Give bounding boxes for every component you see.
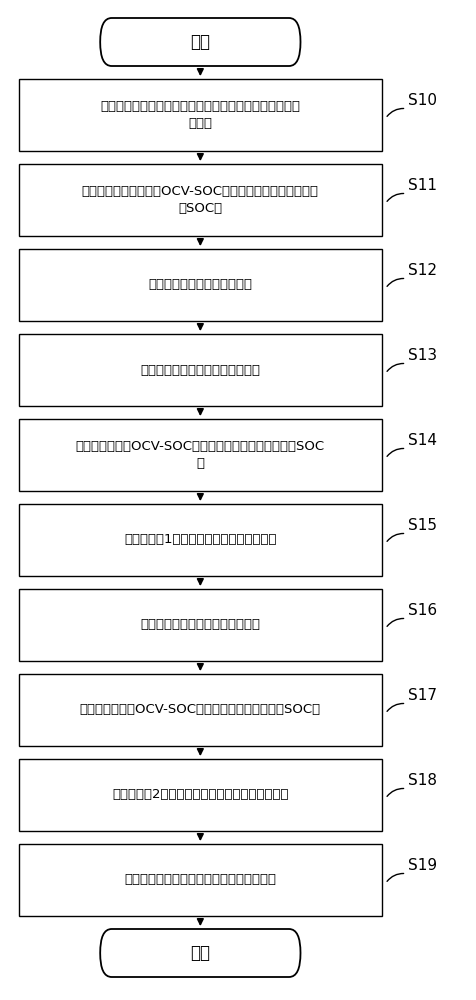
Text: 根据开路电压和预设的OCV-SOC曲线确定每个单体电池的第
一SOC值: 根据开路电压和预设的OCV-SOC曲线确定每个单体电池的第 一SOC值 [82,185,318,215]
Text: S13: S13 [407,348,436,363]
FancyBboxPatch shape [19,334,381,406]
Text: 根据开路电压和OCV-SOC曲线确定每个单体电池的第二SOC
值: 根据开路电压和OCV-SOC曲线确定每个单体电池的第二SOC 值 [76,440,324,470]
Text: 开始: 开始 [190,33,210,51]
FancyBboxPatch shape [19,844,381,916]
FancyBboxPatch shape [19,419,381,491]
FancyBboxPatch shape [19,79,381,151]
Text: 获取每个单体电池当前的开路电压: 获取每个单体电池当前的开路电压 [140,618,260,632]
FancyBboxPatch shape [19,674,381,746]
Text: S11: S11 [407,178,436,193]
FancyBboxPatch shape [100,929,300,977]
Text: S18: S18 [407,773,436,788]
Text: S17: S17 [407,688,436,703]
Text: 根据当前可用容量执行补电式主动均衡操作: 根据当前可用容量执行补电式主动均衡操作 [124,873,276,886]
Text: 每隔一个预定的时间周期获取电池组的每个单体电池的开
路电压: 每隔一个预定的时间周期获取电池组的每个单体电池的开 路电压 [100,100,300,130]
FancyBboxPatch shape [19,504,381,576]
Text: S16: S16 [407,603,436,618]
FancyBboxPatch shape [19,589,381,661]
Text: 获取每个单体电池此时的开路电压: 获取每个单体电池此时的开路电压 [140,363,260,376]
Text: 根据公式（1）计算每个单体电池的总容量: 根据公式（1）计算每个单体电池的总容量 [124,533,276,546]
FancyBboxPatch shape [19,759,381,831]
Text: 结束: 结束 [190,944,210,962]
Text: S10: S10 [407,93,436,108]
Text: S19: S19 [407,858,436,873]
Text: S14: S14 [407,433,436,448]
Text: 向每个单体电池充入预设电量: 向每个单体电池充入预设电量 [148,278,252,292]
FancyBboxPatch shape [19,164,381,236]
Text: 根据开路电压和OCV-SOC曲线确定单体电池的当前SOC值: 根据开路电压和OCV-SOC曲线确定单体电池的当前SOC值 [79,703,320,716]
Text: S15: S15 [407,518,436,533]
Text: 根据公式（2）确定每个单体电池的当前可用容量: 根据公式（2）确定每个单体电池的当前可用容量 [112,788,288,801]
Text: S12: S12 [407,263,436,278]
FancyBboxPatch shape [100,18,300,66]
FancyBboxPatch shape [19,249,381,321]
